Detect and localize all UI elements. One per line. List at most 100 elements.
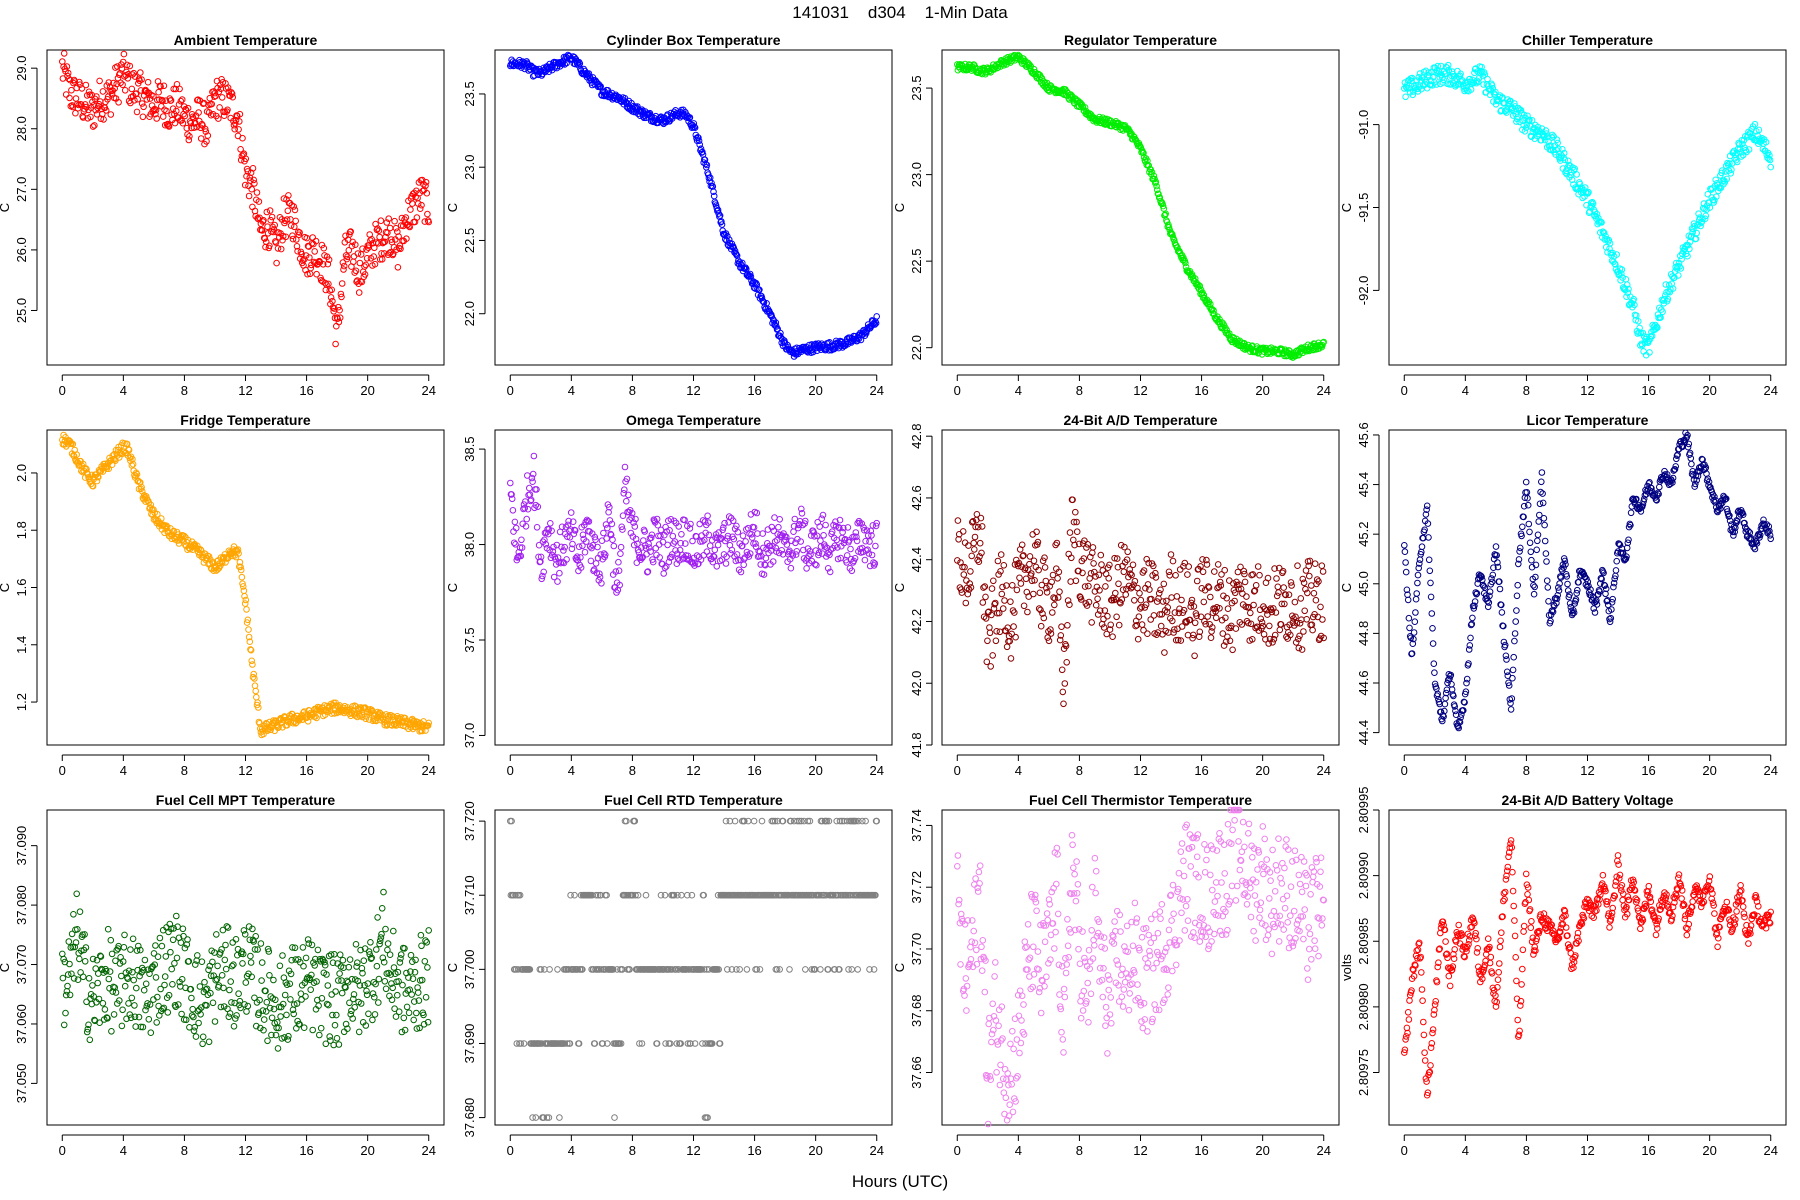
data-point — [79, 114, 87, 121]
data-point — [279, 232, 287, 240]
data-point — [73, 890, 80, 898]
y-tick-label: 44.4 — [1356, 720, 1371, 745]
data-point — [108, 1028, 115, 1035]
data-point — [152, 974, 160, 981]
data-point — [172, 85, 179, 93]
data-point — [678, 531, 685, 538]
data-point — [167, 948, 174, 956]
data-point — [279, 236, 286, 244]
data-point — [128, 994, 136, 1002]
data-point — [252, 687, 259, 695]
data-point — [772, 319, 780, 326]
x-tick-label: 8 — [1076, 763, 1083, 778]
data-point — [1527, 548, 1535, 556]
data-point — [706, 542, 714, 550]
data-point — [282, 233, 290, 241]
data-point — [1545, 138, 1552, 145]
data-point — [345, 247, 353, 254]
data-point — [617, 550, 624, 558]
data-point — [180, 532, 188, 540]
data-point — [984, 637, 991, 645]
data-point — [232, 120, 239, 127]
data-point — [422, 182, 429, 189]
series-points — [507, 452, 881, 596]
data-point — [1528, 556, 1535, 564]
data-point — [407, 206, 414, 213]
data-point — [276, 214, 284, 221]
data-point — [1306, 572, 1313, 580]
data-point — [1526, 539, 1534, 547]
data-point — [1767, 535, 1774, 543]
data-point — [1184, 571, 1191, 578]
data-point — [237, 563, 244, 571]
data-point — [66, 960, 73, 968]
x-tick-label: 4 — [120, 763, 127, 778]
data-point — [1254, 350, 1262, 357]
data-point — [1677, 265, 1685, 272]
data-point — [1448, 72, 1455, 80]
data-point — [133, 108, 141, 116]
data-point — [201, 125, 209, 133]
data-point — [88, 91, 96, 99]
data-point — [999, 605, 1007, 612]
data-point — [344, 253, 351, 261]
data-point — [1739, 140, 1746, 148]
data-point — [623, 497, 630, 505]
data-point — [1049, 609, 1056, 616]
data-point — [268, 213, 276, 221]
data-point — [728, 546, 736, 554]
data-point — [118, 65, 126, 72]
data-point — [1637, 342, 1644, 349]
data-point — [1423, 502, 1431, 510]
data-point — [1067, 578, 1074, 585]
data-point — [1542, 550, 1550, 557]
data-point — [1226, 577, 1233, 584]
data-point — [274, 245, 282, 252]
data-point — [954, 517, 962, 524]
x-tick-label: 12 — [686, 383, 700, 398]
data-point — [129, 460, 137, 468]
data-point — [1526, 528, 1533, 536]
data-point — [989, 652, 997, 659]
data-point — [249, 673, 257, 681]
data-point — [1650, 323, 1658, 330]
data-point — [173, 912, 180, 920]
data-point — [183, 124, 191, 132]
data-point — [82, 465, 90, 472]
plot-frame — [941, 49, 1340, 366]
data-point — [423, 189, 431, 197]
data-point — [1612, 567, 1620, 574]
data-point — [338, 293, 345, 301]
data-point — [158, 942, 166, 950]
series-points — [507, 51, 881, 360]
data-point — [819, 511, 827, 519]
data-point — [354, 277, 361, 284]
data-point — [1412, 81, 1420, 89]
data-point — [1520, 111, 1528, 119]
data-point — [1207, 593, 1214, 601]
data-point — [165, 123, 173, 130]
data-point — [696, 520, 704, 528]
data-point — [168, 965, 175, 973]
data-point — [1051, 601, 1058, 609]
y-tick-label: 1.8 — [14, 521, 29, 539]
data-point — [957, 61, 965, 68]
data-point — [251, 675, 258, 682]
y-tick-label: 45.6 — [1356, 422, 1371, 447]
data-point — [1550, 133, 1557, 140]
data-point — [1073, 528, 1081, 536]
data-point — [192, 1033, 200, 1040]
panel-title: Omega Temperature — [626, 412, 761, 428]
data-point — [1402, 93, 1409, 101]
data-point — [1402, 568, 1410, 576]
data-point — [1598, 219, 1605, 226]
data-point — [1675, 272, 1682, 279]
data-point — [388, 236, 395, 243]
panel-title: 24-Bit A/D Temperature — [1063, 412, 1217, 428]
data-point — [140, 103, 147, 111]
data-point — [229, 93, 236, 101]
data-point — [239, 134, 246, 142]
data-point — [335, 318, 343, 326]
data-point — [1131, 135, 1139, 143]
data-point — [753, 509, 761, 517]
